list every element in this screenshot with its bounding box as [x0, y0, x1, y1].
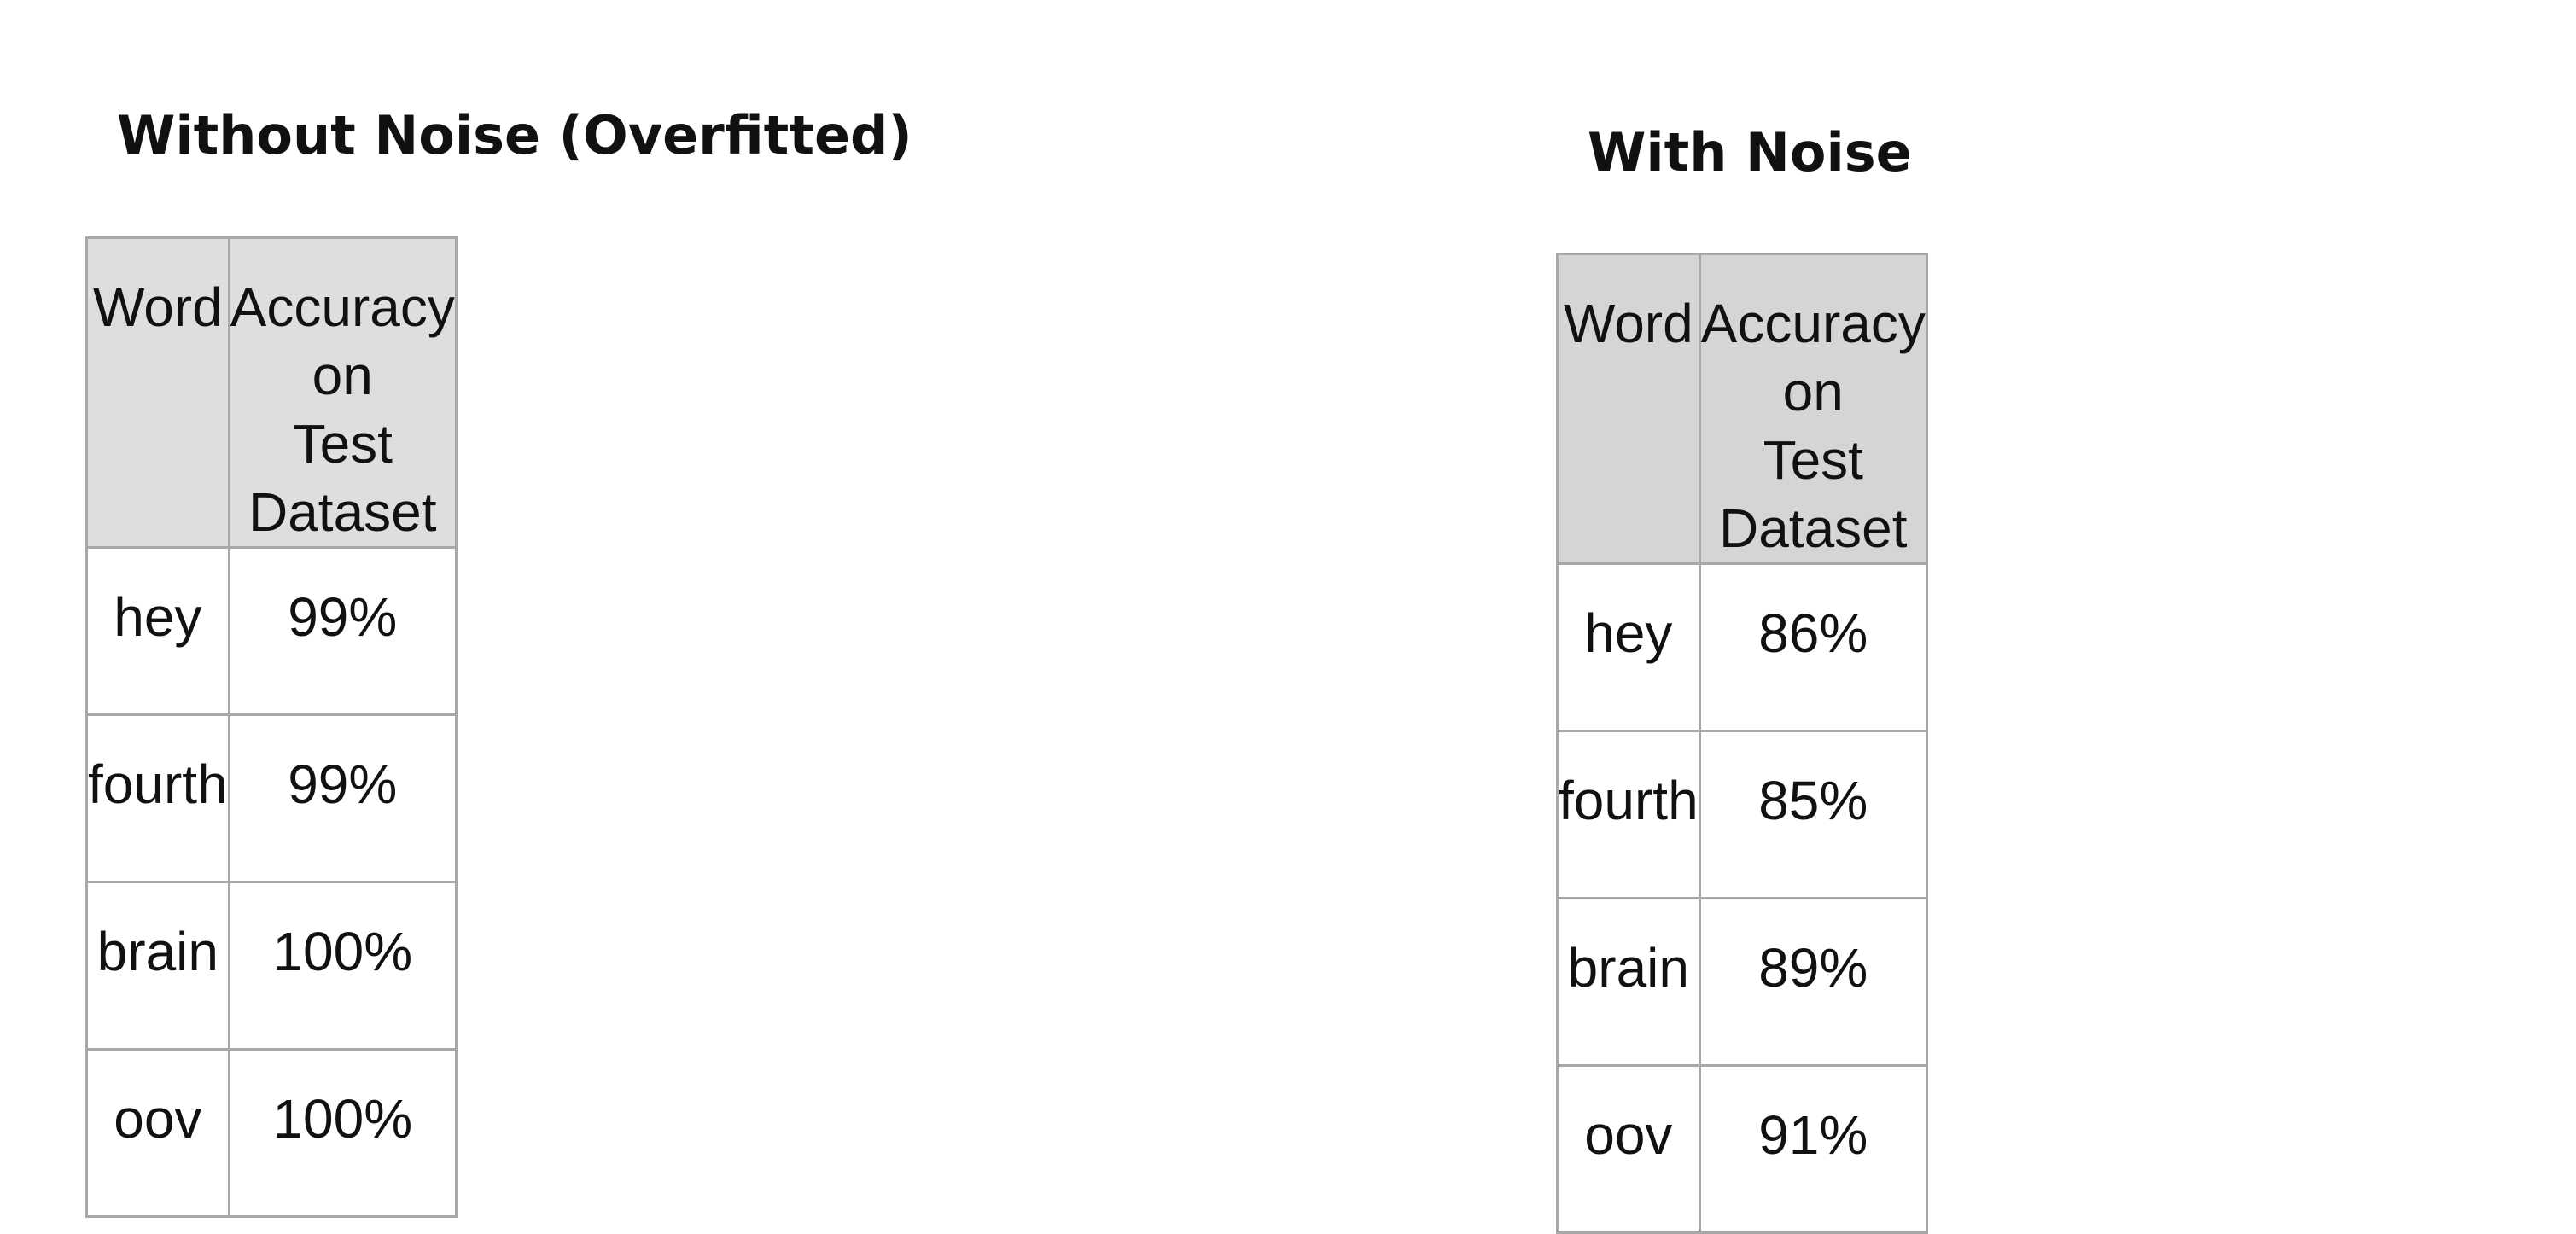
column-header-word: Word: [85, 236, 230, 549]
table-row: brain 100%: [85, 881, 458, 1051]
accuracy-cell: 91%: [1698, 1064, 1928, 1234]
column-header-accuracy-line2: Test Dataset: [1718, 429, 1908, 559]
table-row: fourth 99%: [85, 713, 458, 883]
word-cell: brain: [85, 881, 230, 1051]
accuracy-cell: 100%: [227, 881, 458, 1051]
table-row: brain 89%: [1556, 897, 1928, 1067]
column-header-accuracy: Accuracy on Test Dataset: [227, 236, 458, 549]
accuracy-cell: 89%: [1698, 897, 1928, 1067]
table-row: hey 99%: [85, 546, 458, 716]
word-cell: oov: [85, 1048, 230, 1218]
word-cell: oov: [1556, 1064, 1701, 1234]
column-header-accuracy-line2: Test Dataset: [248, 413, 437, 543]
column-header-accuracy-line1: Accuracy on: [230, 276, 455, 406]
table-header-row: Word Accuracy on Test Dataset: [1556, 253, 1928, 565]
accuracy-table-with-noise: Word Accuracy on Test Dataset hey 86% fo…: [1556, 253, 1928, 1234]
word-cell: fourth: [1556, 730, 1701, 899]
table-row: hey 86%: [1556, 562, 1928, 732]
accuracy-cell: 85%: [1698, 730, 1928, 899]
column-header-accuracy: Accuracy on Test Dataset: [1698, 253, 1928, 565]
word-cell: fourth: [85, 713, 230, 883]
column-header-word-label: Word: [1563, 293, 1693, 354]
accuracy-table-without-noise: Word Accuracy on Test Dataset hey 99% fo…: [85, 236, 458, 1218]
accuracy-cell: 86%: [1698, 562, 1928, 732]
table-header-row: Word Accuracy on Test Dataset: [85, 236, 458, 549]
column-header-accuracy-line1: Accuracy on: [1700, 293, 1926, 422]
accuracy-cell: 99%: [227, 713, 458, 883]
table-row: fourth 85%: [1556, 730, 1928, 899]
word-cell: hey: [1556, 562, 1701, 732]
table-title-with-noise: With Noise: [1588, 121, 1912, 183]
table-title-without-noise: Without Noise (Overfitted): [117, 104, 912, 166]
table-row: oov 100%: [85, 1048, 458, 1218]
accuracy-cell: 100%: [227, 1048, 458, 1218]
column-header-word: Word: [1556, 253, 1701, 565]
word-cell: brain: [1556, 897, 1701, 1067]
column-header-word-label: Word: [92, 276, 223, 338]
table-row: oov 91%: [1556, 1064, 1928, 1234]
word-cell: hey: [85, 546, 230, 716]
accuracy-cell: 99%: [227, 546, 458, 716]
